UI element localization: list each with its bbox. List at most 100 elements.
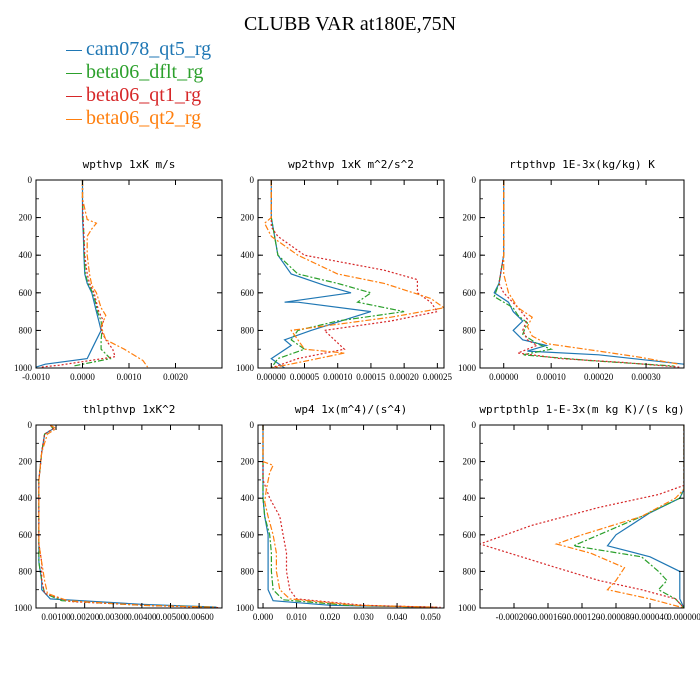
x-tick-label: 0.00030 [631,372,661,382]
series-group [493,180,684,368]
x-tick-label: 0.00000 [489,372,519,382]
y-tick-label: 400 [19,493,33,503]
plot-frame [35,424,223,609]
series-line-1 [493,180,684,365]
x-tick-label: 0.00015 [356,372,386,382]
x-tick-label: -0.000120 [564,612,601,622]
series-group [480,425,684,608]
y-tick-label: 600 [19,288,33,298]
chart-panel: rtpthvp 1E-3x(kg/kg) K 0 200 400 600 800 1000 0… [458,158,685,382]
page-title: CLUBB VAR at180E,75N [243,13,457,35]
x-tick-label: 0.00100 [41,612,71,622]
y-tick-label: 600 [241,288,255,298]
x-tick-label: 0.000 [253,612,274,622]
y-tick-label: 200 [241,457,255,467]
x-tick-label: 0.00000 [257,372,287,382]
x-tick-label: -0.000040 [632,612,669,622]
y-tick-label: 600 [241,530,255,540]
x-tick-label: 0.00600 [184,612,214,622]
series-line-3 [498,180,680,368]
series-line-1 [36,180,102,368]
x-tick-label: 0.00005 [290,372,320,382]
y-tick-label: 400 [463,493,477,503]
legend-label: beta06_dflt_rg [86,61,204,83]
x-tick-label: 0.00200 [70,612,100,622]
series-group [36,180,149,368]
chart-title: wp4 1x(m^4)/(s^4) [295,403,408,416]
x-tick-label: 0.0010 [117,372,142,382]
y-tick-label: 0 [472,175,477,185]
x-tick-label: 0.0000 [70,372,95,382]
series-line-3 [40,180,116,368]
y-tick-label: 400 [19,250,33,260]
series-line-1 [270,180,372,368]
y-tick-label: 0 [472,420,477,430]
y-tick-label: 200 [241,213,255,223]
y-tick-label: 400 [241,493,255,503]
y-tick-label: 200 [463,213,477,223]
legend-line-swatch [66,49,82,51]
y-tick-label: 600 [19,530,33,540]
series-line-1 [38,425,217,608]
chart-panel: wp2thvp 1xK m^2/s^2020040060080010000.00… [236,158,452,382]
series-line-4 [38,425,217,608]
y-tick-label: 400 [241,250,255,260]
x-tick-label: 0.00500 [156,612,186,622]
x-tick-label: -0.000080 [598,612,635,622]
y-tick-label: 0 [28,175,33,185]
y-tick-label: 0 [250,420,255,430]
y-tick-label: 0 [28,420,33,430]
series-line-2 [38,425,217,608]
series-line-1 [262,425,431,608]
y-tick-label: 1000 [458,603,477,613]
chart-title: wprtpthlp 1-E-3x(m kg K)/(s kg) [479,403,684,416]
x-tick-label: 0.00300 [99,612,129,622]
x-tick-label: 0.0020 [163,372,188,382]
y-tick-label: 1000 [14,363,33,373]
series-line-4 [263,180,444,368]
y-tick-label: 0 [250,175,255,185]
series-group [263,180,444,368]
x-tick-label: -0.000200 [496,612,533,622]
legend-item: cam078_qt5_rg [66,38,211,61]
x-tick-label: 0.040 [387,612,408,622]
y-tick-label: 800 [463,566,477,576]
series-line-3 [262,425,441,608]
y-tick-label: 800 [19,325,33,335]
y-tick-label: 200 [19,213,33,223]
series-group [262,425,441,608]
x-tick-label: 0.00010 [537,372,567,382]
x-tick-label: 0.030 [353,612,374,622]
x-tick-label: 0.050 [420,612,441,622]
series-group [38,425,220,608]
series-line-2 [262,425,438,608]
x-tick-label: 0.00010 [323,372,353,382]
legend-line-swatch [66,95,82,97]
y-tick-label: 1000 [236,363,255,373]
y-tick-label: 1000 [14,603,33,613]
y-tick-label: 600 [463,530,477,540]
y-tick-label: 800 [19,566,33,576]
legend-line-swatch [66,118,82,120]
series-line-3 [270,180,439,368]
plot-frame [257,424,445,609]
legend-line-swatch [66,72,82,74]
x-tick-label: 0.010 [286,612,307,622]
series-line-1 [606,425,684,608]
y-tick-label: 200 [19,457,33,467]
y-tick-label: 200 [463,457,477,467]
y-tick-label: 800 [241,566,255,576]
y-tick-label: 400 [463,250,477,260]
legend-label: cam078_qt5_rg [86,38,212,60]
chart-panel: wpthvp 1xK m/s 0 200 400 600 800 1000-0.0010 0.… [14,158,223,382]
y-tick-label: 800 [241,325,255,335]
legend-label: beta06_qt2_rg [86,107,202,129]
series-line-2 [571,425,684,608]
x-tick-label: 0.00400 [127,612,157,622]
legend-item: beta06_dflt_rg [66,61,211,84]
legend: cam078_qt5_rg beta06_dflt_rg beta06_qt1_… [66,38,211,130]
plot-frame [479,179,685,369]
y-tick-label: 1000 [458,363,477,373]
